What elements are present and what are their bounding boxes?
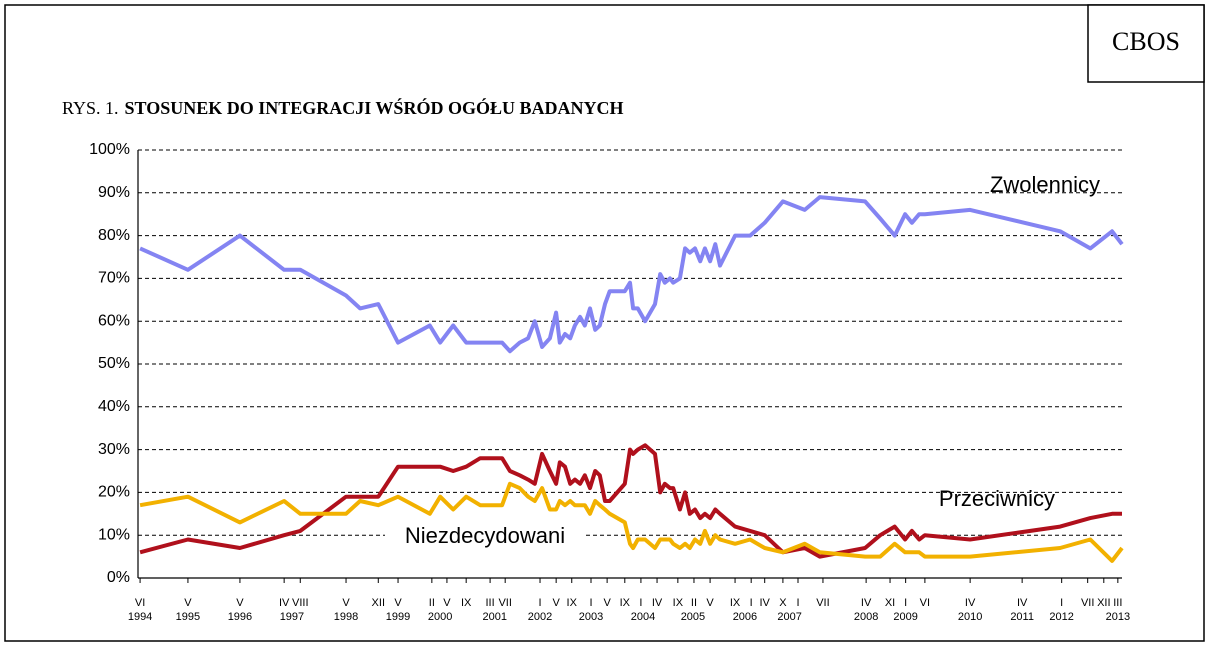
x-tick-label: II <box>691 597 697 609</box>
x-tick-label: IX <box>567 597 578 609</box>
y-tick-label: 50% <box>98 355 130 372</box>
x-tick-label: I <box>639 597 642 609</box>
x-tick-label: V <box>184 597 192 609</box>
x-tick-label: IX <box>461 597 472 609</box>
year-label: 1995 <box>176 611 200 623</box>
chart-title: RYS. 1. STOSUNEK DO INTEGRACJI WŚRÓD OGÓŁ… <box>62 97 623 118</box>
y-tick-label: 10% <box>98 526 130 543</box>
y-tick-label: 70% <box>98 270 130 287</box>
x-tick-label: VIII <box>292 597 309 609</box>
x-tick-label: IX <box>673 597 684 609</box>
year-label: 2004 <box>631 611 655 623</box>
x-tick-label: IV <box>279 597 290 609</box>
y-tick-label: 30% <box>98 441 130 458</box>
y-tick-label: 90% <box>98 184 130 201</box>
x-tick-label: IV <box>861 597 872 609</box>
y-tick-label: 80% <box>98 227 130 244</box>
x-tick-label: V <box>706 597 714 609</box>
x-tick-label: VI <box>920 597 930 609</box>
year-label: 2006 <box>733 611 757 623</box>
x-tick-label: I <box>750 597 753 609</box>
series-label: Zwolennicy <box>990 172 1100 197</box>
x-tick-label: I <box>796 597 799 609</box>
title: STOSUNEK DO INTEGRACJI WŚRÓD OGÓŁU BADAN… <box>125 97 624 118</box>
x-tick-label: I <box>589 597 592 609</box>
x-tick-label: X <box>779 597 787 609</box>
year-label: 1998 <box>334 611 358 623</box>
frame <box>4 4 1205 642</box>
year-label: 1996 <box>228 611 252 623</box>
y-tick-label: 100% <box>89 141 130 158</box>
x-tick-label: VII <box>1081 597 1094 609</box>
y-tick-label: 0% <box>107 569 130 586</box>
label-bg <box>385 524 585 550</box>
source: CBOS <box>1112 27 1180 56</box>
year-label: 2003 <box>579 611 603 623</box>
year-label: 1994 <box>128 611 152 623</box>
year-label: 2013 <box>1106 611 1130 623</box>
x-tick-label: IV <box>652 597 663 609</box>
x-tick-label: V <box>552 597 560 609</box>
x-tick-label: V <box>443 597 451 609</box>
x-tick-label: VII <box>498 597 511 609</box>
x-tick-label: IX <box>620 597 631 609</box>
x-tick-label: III <box>486 597 495 609</box>
source-box <box>1087 4 1205 83</box>
x-tick-label: V <box>394 597 402 609</box>
series-line <box>139 443 1122 559</box>
year-label: 2012 <box>1049 611 1073 623</box>
series-line <box>139 481 1124 563</box>
series-label: Przeciwnicy <box>939 486 1055 511</box>
x-tick-label: IV <box>759 597 770 609</box>
year-label: 1997 <box>280 611 304 623</box>
x-tick-label: V <box>236 597 244 609</box>
x-tick-label: VII <box>816 597 829 609</box>
x-tick-label: IV <box>965 597 976 609</box>
year-label: 2011 <box>1010 611 1034 623</box>
x-tick-label: XI <box>885 597 895 609</box>
figure-number: RYS. 1. <box>62 98 119 118</box>
x-tick-label: XII <box>372 597 385 609</box>
x-tick-label: I <box>1060 597 1063 609</box>
x-tick-label: XII <box>1097 597 1110 609</box>
year-label: 2010 <box>958 611 982 623</box>
y-tick-label: 20% <box>98 484 130 501</box>
year-label: 2002 <box>528 611 552 623</box>
x-tick-label: I <box>904 597 907 609</box>
year-label: 1999 <box>386 611 410 623</box>
x-tick-label: V <box>603 597 611 609</box>
x-tick-label: II <box>429 597 435 609</box>
year-label: 2008 <box>854 611 878 623</box>
series-label: Niezdecydowani <box>405 523 565 548</box>
y-tick-label: 60% <box>98 312 130 329</box>
x-tick-label: I <box>538 597 541 609</box>
x-tick-label: V <box>342 597 350 609</box>
y-tick-label: 40% <box>98 398 130 415</box>
year-label: 2009 <box>893 611 917 623</box>
year-label: 2007 <box>777 611 801 623</box>
x-tick-label: VI <box>135 597 145 609</box>
year-label: 2005 <box>681 611 705 623</box>
x-tick-label: IV <box>1017 597 1028 609</box>
x-tick-label: III <box>1113 597 1122 609</box>
year-label: 2000 <box>428 611 452 623</box>
series-line <box>139 195 1124 354</box>
year-label: 2001 <box>483 611 507 623</box>
x-tick-label: IX <box>730 597 741 609</box>
